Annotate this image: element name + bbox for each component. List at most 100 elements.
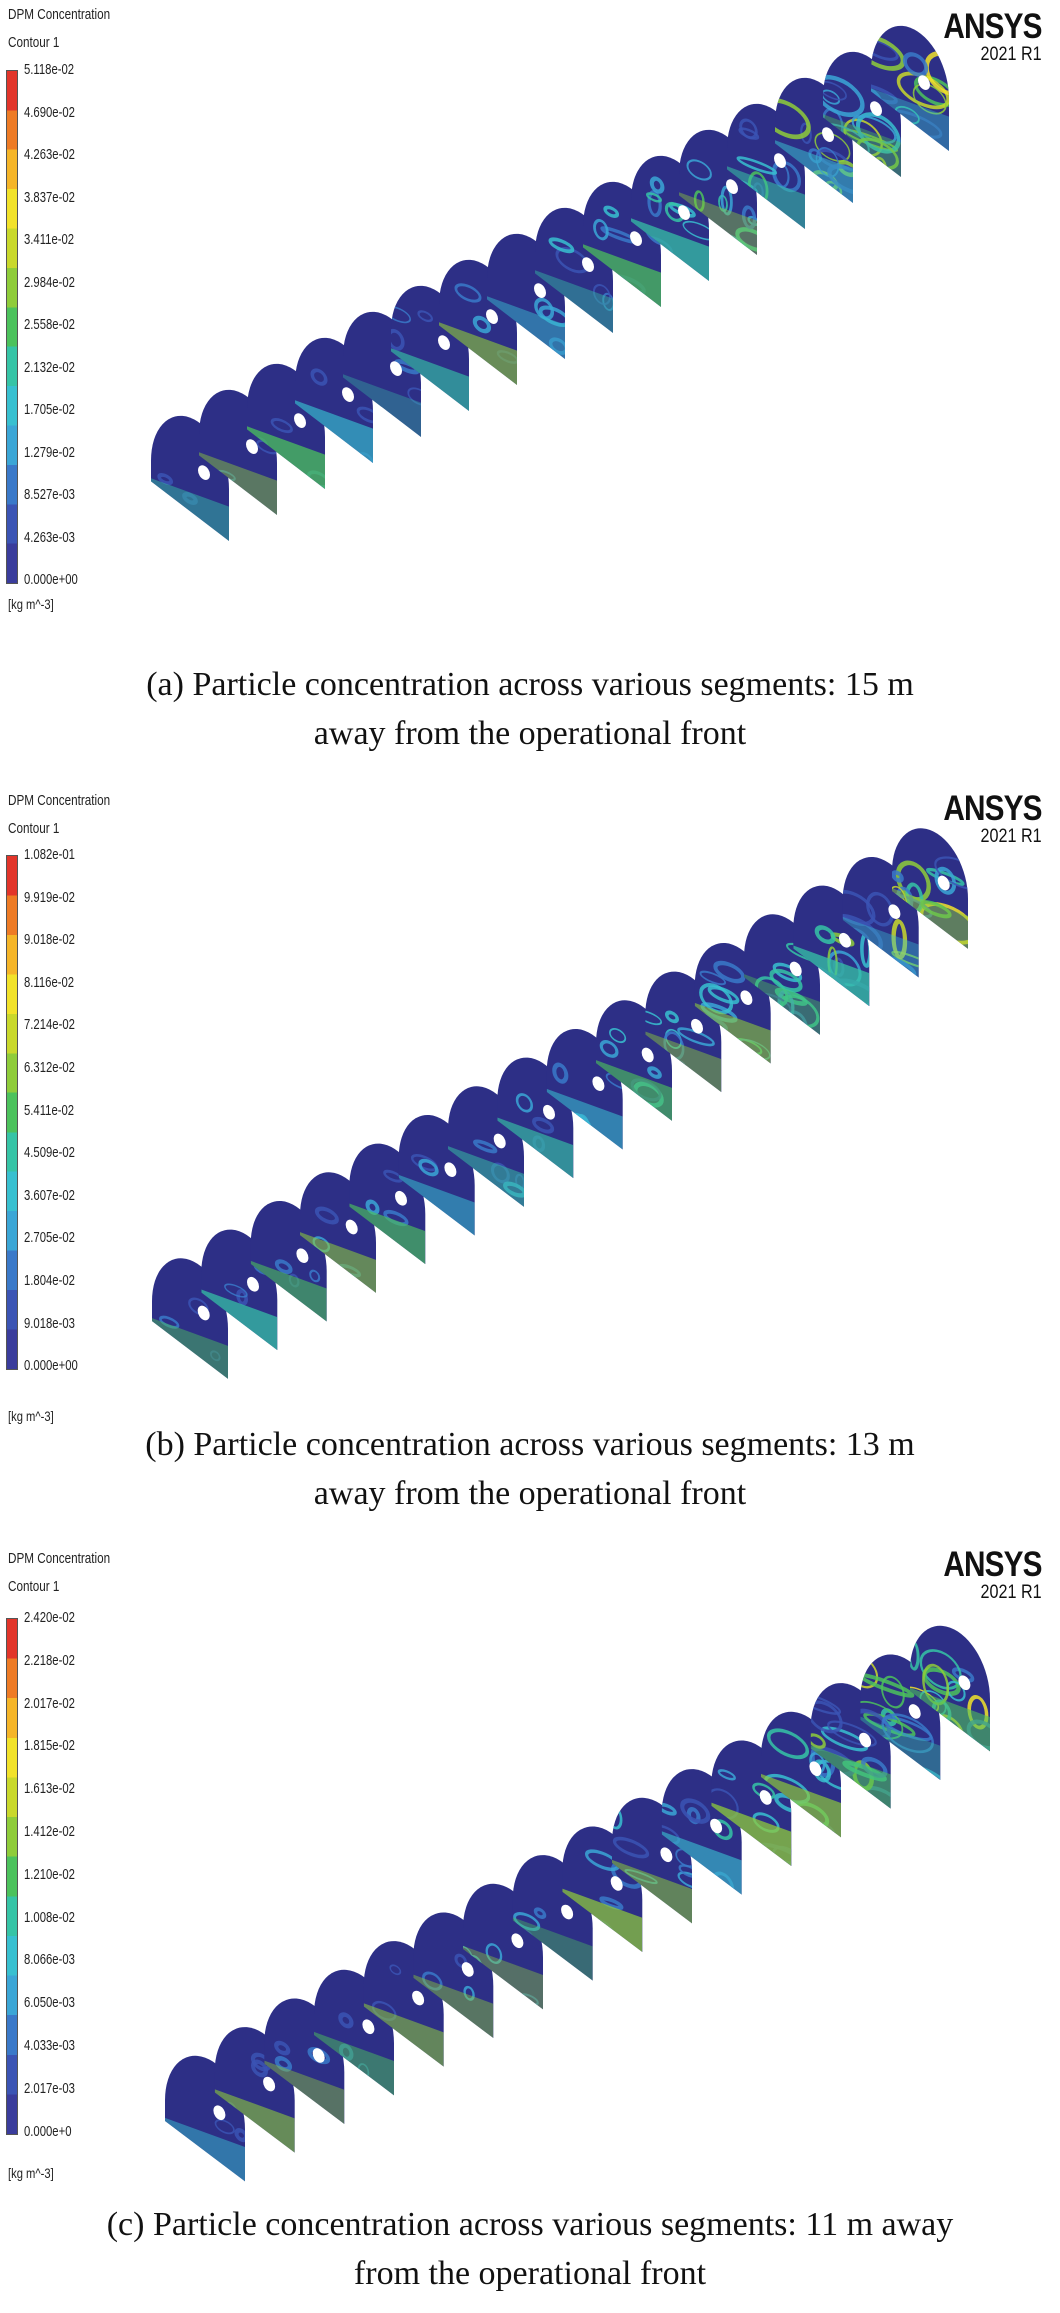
- concentration-contour: [513, 1912, 541, 1932]
- concentration-contour: [599, 1040, 619, 1058]
- ventilation-duct: [263, 2076, 276, 2092]
- ventilation-duct: [312, 2048, 325, 2063]
- concentration-contour: [686, 159, 712, 181]
- legend-title: DPM Concentration: [8, 1550, 111, 1567]
- concentration-contour: [552, 1062, 569, 1084]
- legend-tick-label: 9.919e-02: [24, 889, 75, 906]
- legend-tick-label: 2.984e-02: [24, 274, 75, 291]
- concentration-contour: [736, 156, 778, 175]
- concentration-contour: [814, 925, 836, 945]
- concentration-contour: [741, 205, 757, 230]
- brand-version: 2021 R1: [980, 826, 1042, 847]
- concentration-contour: [800, 122, 812, 144]
- brand-version: 2021 R1: [980, 44, 1042, 65]
- legend-tick-label: 6.050e-03: [24, 1995, 75, 2012]
- legend-tick-label: 1.412e-02: [24, 1824, 75, 1840]
- legend-tick-label: 4.033e-03: [24, 2038, 75, 2054]
- legend-tick-label: 1.008e-02: [24, 1909, 75, 1926]
- ventilation-duct: [213, 2105, 226, 2121]
- concentration-contour: [599, 1896, 624, 1911]
- brand-name: ANSYS: [943, 7, 1043, 46]
- ventilation-duct: [534, 283, 546, 298]
- concentration-contour: [842, 889, 876, 926]
- ventilation-duct: [493, 1133, 506, 1149]
- legend-tick-label: 6.312e-02: [24, 1060, 75, 1076]
- concentration-contour: [891, 919, 908, 960]
- caption-c-line1: (c) Particle concentration across variou…: [106, 2206, 954, 2243]
- legend-tick-label: 8.066e-03: [24, 1952, 75, 1969]
- legend-tick-label: 1.815e-02: [24, 1738, 75, 1755]
- legend-tick-label: 0.000e+00: [24, 1358, 78, 1375]
- concentration-contour: [680, 1798, 711, 1824]
- legend-title: DPM Concentration: [8, 6, 111, 23]
- concentration-contour: [902, 52, 929, 77]
- panel-a: DPM Concentration Contour 1 [kg m^-3] AN…: [0, 0, 1060, 780]
- concentration-contour: [914, 75, 949, 107]
- ventilation-duct: [345, 1219, 358, 1235]
- ventilation-duct: [809, 1761, 822, 1777]
- ventilation-duct: [294, 413, 306, 428]
- caption-b-line2: away from the operational front: [313, 1475, 747, 1512]
- legend-tick-label: 2.017e-03: [24, 2080, 75, 2097]
- ventilation-duct: [888, 904, 901, 920]
- legend-tick-label: 3.837e-02: [24, 189, 75, 206]
- concentration-contour: [182, 492, 198, 505]
- concentration-contour: [880, 1675, 905, 1709]
- ventilation-duct: [582, 257, 594, 272]
- ventilation-duct: [486, 309, 498, 324]
- ansys-logo: ANSYS 2021 R1: [926, 7, 1043, 66]
- legend-tick-label: 8.116e-02: [24, 974, 75, 991]
- colorbar: [6, 70, 18, 584]
- legend-tick-label: 2.705e-02: [24, 1230, 75, 1247]
- ventilation-duct: [247, 1276, 260, 1292]
- legend-tick-label: 9.018e-03: [24, 1315, 75, 1332]
- legend-tick-label: 2.558e-02: [24, 317, 75, 333]
- ventilation-duct: [561, 1904, 574, 1920]
- ventilation-duct: [918, 75, 930, 90]
- brand-name: ANSYS: [943, 1545, 1043, 1584]
- legend-tick-label: 9.018e-02: [24, 932, 75, 949]
- concentration-contour: [661, 1802, 677, 1816]
- concentration-contour: [646, 192, 663, 203]
- concentration-contour: [810, 1692, 842, 1715]
- legend-tick-label: 1.082e-01: [24, 847, 75, 863]
- concentration-contour: [735, 227, 757, 253]
- concentration-contour: [472, 315, 492, 334]
- concentration-contour: [810, 1700, 843, 1734]
- legend-tick-label: 2.218e-02: [24, 1652, 75, 1669]
- ventilation-duct: [759, 1790, 772, 1805]
- ventilation-duct: [542, 1104, 555, 1120]
- concentration-contour: [391, 305, 412, 324]
- concentration-contour: [609, 1028, 627, 1044]
- ventilation-duct: [740, 990, 753, 1006]
- legend-tick-label: 1.210e-02: [24, 1866, 75, 1883]
- concentration-contour: [713, 960, 746, 984]
- caption-b-line1: (b) Particle concentration across variou…: [145, 1426, 915, 1463]
- ventilation-duct: [774, 153, 786, 168]
- concentration-contour: [214, 2119, 235, 2135]
- concentration-contour: [678, 1864, 692, 1878]
- concentration-contour: [647, 1066, 662, 1079]
- concentration-contour: [274, 2040, 291, 2056]
- legend-tick-label: 5.411e-02: [24, 1102, 75, 1119]
- concentration-contour: [881, 1713, 934, 1754]
- concentration-contour: [649, 176, 665, 194]
- tunnel-segments: [151, 25, 949, 541]
- legend-tick-label: 1.279e-02: [24, 444, 75, 461]
- brand-version: 2021 R1: [980, 1582, 1042, 1603]
- legend-unit: [kg m^-3]: [8, 596, 54, 612]
- concentration-contour: [391, 328, 405, 351]
- concentration-contour: [593, 218, 609, 241]
- concentration-contour: [389, 1964, 402, 1976]
- ventilation-duct: [908, 1704, 921, 1719]
- ventilation-duct: [394, 1190, 407, 1206]
- ventilation-duct: [660, 1847, 673, 1863]
- concentration-contour: [810, 1733, 826, 1749]
- concentration-contour: [274, 2056, 293, 2072]
- concentration-contour: [473, 1139, 498, 1154]
- concentration-contour: [270, 417, 293, 434]
- legend-tick-label: 7.214e-02: [24, 1017, 75, 1034]
- concentration-contour: [463, 1985, 475, 2001]
- concentration-contour: [548, 237, 575, 254]
- colorbar: [6, 855, 18, 1370]
